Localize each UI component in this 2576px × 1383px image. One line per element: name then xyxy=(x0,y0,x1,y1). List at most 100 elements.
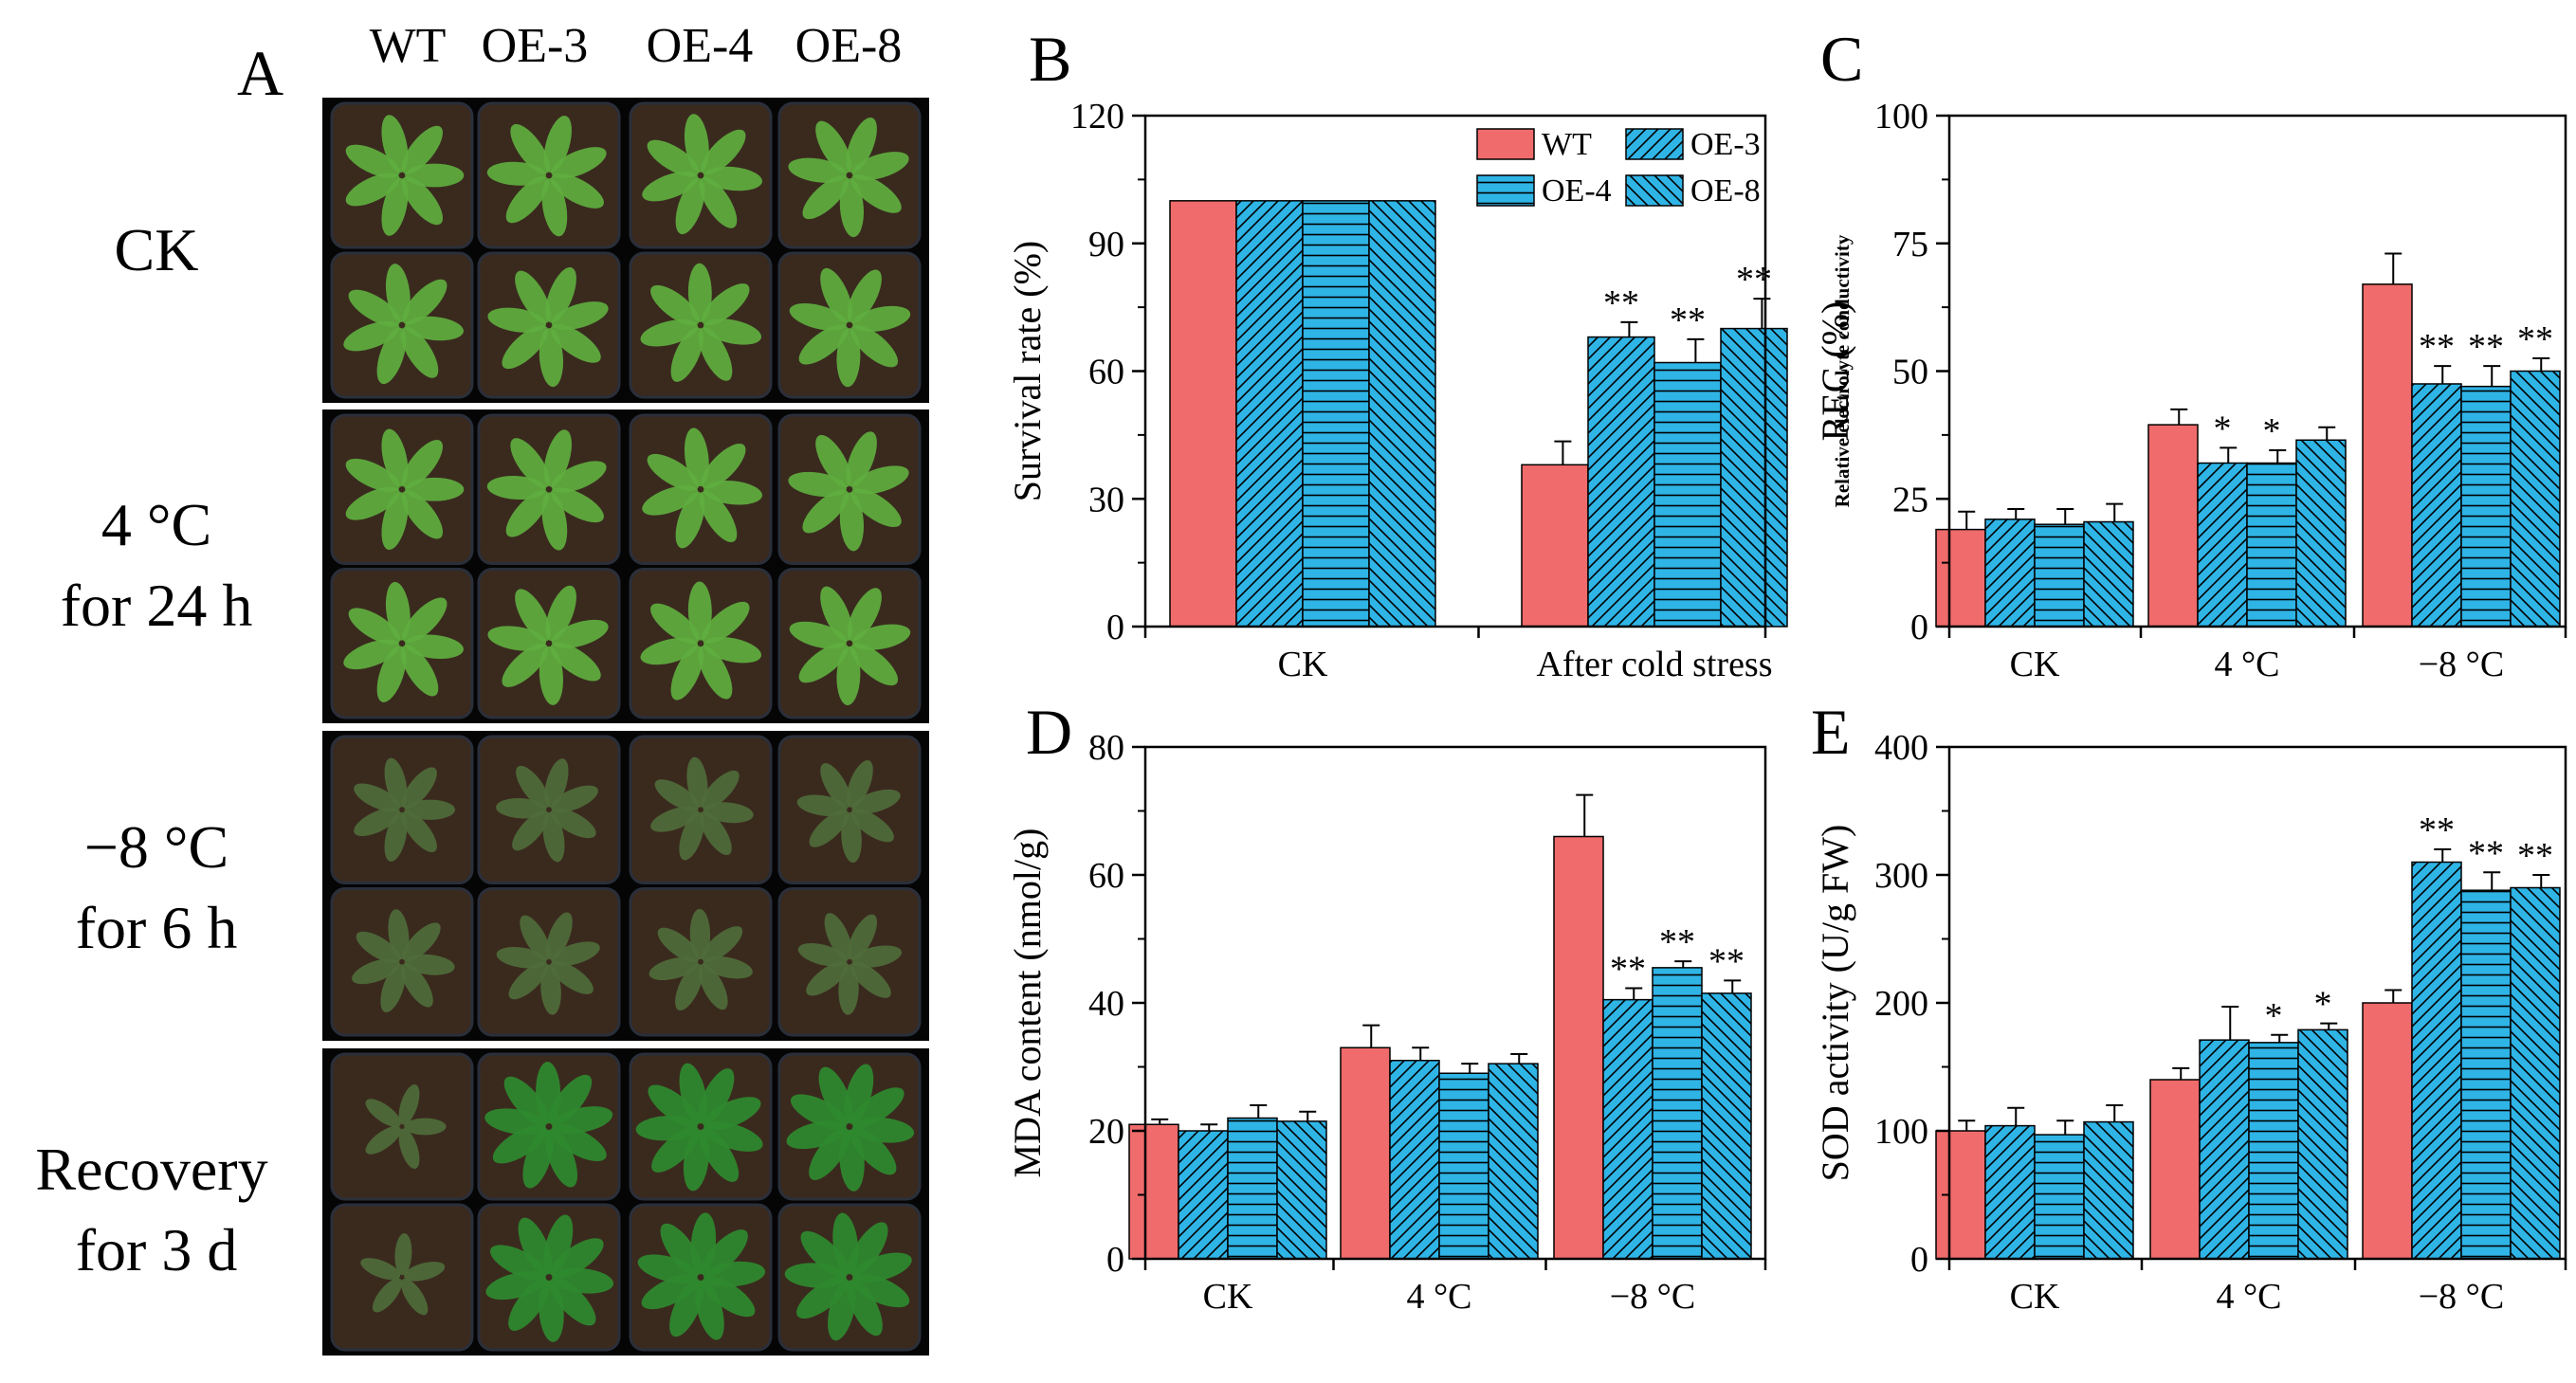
significance-label: ** xyxy=(2517,836,2553,876)
plant-leaf xyxy=(394,1232,412,1276)
plant-leaf xyxy=(698,1068,735,1125)
plant-leaf xyxy=(669,1279,704,1338)
y-tick-label: 50 xyxy=(1892,353,1928,392)
chart-panel-d: D CK 4 °C ** ** ** −8 °C 0 20 40 60 80 MDA content (… xyxy=(1006,696,1767,1317)
plant-leaf xyxy=(354,807,401,836)
bar-oe3-2 xyxy=(2411,383,2462,628)
legend-swatch-wt xyxy=(1476,128,1535,160)
plant-leaf xyxy=(518,1217,553,1275)
plant-leaf xyxy=(851,305,911,333)
plant-leaf xyxy=(549,1278,596,1326)
plant-leaf xyxy=(354,783,401,812)
plant-leaf xyxy=(809,810,850,847)
category-label: CK xyxy=(2010,1277,2060,1317)
plant-leaf xyxy=(380,964,406,1012)
plant-leaf xyxy=(650,806,699,832)
plant-leaf xyxy=(650,603,700,645)
plant-leaf xyxy=(850,173,902,213)
y-tick-label: 100 xyxy=(1874,1112,1928,1152)
plant-leaf xyxy=(699,810,732,856)
y-tick-label: 300 xyxy=(1874,856,1928,896)
panel-letter-a: A xyxy=(237,37,283,109)
plant-leaf xyxy=(699,176,738,228)
plant-leaf xyxy=(348,608,401,646)
plant-leaf xyxy=(404,954,455,975)
bar-oe3-1 xyxy=(2197,462,2248,628)
plant-leaf xyxy=(401,176,443,226)
plant-leaf xyxy=(684,114,709,173)
y-tick-label: 20 xyxy=(1088,1112,1124,1152)
plant-leaf xyxy=(548,1074,593,1126)
y-tick-label: 0 xyxy=(1106,608,1124,647)
plant-leaf xyxy=(703,1121,763,1152)
bar-oe4-1 xyxy=(1653,361,1722,628)
plant-leaf xyxy=(818,1066,853,1124)
significance-label: ** xyxy=(2419,327,2455,367)
bar-oe4-2 xyxy=(2460,385,2512,628)
plant-leaf xyxy=(398,1083,420,1125)
plant-leaf xyxy=(702,283,750,326)
plant-leaf xyxy=(400,963,433,1008)
bar-oe8-0 xyxy=(2083,520,2134,628)
plant-leaf xyxy=(703,166,762,191)
plant-leaf xyxy=(405,316,464,341)
plant-leaf xyxy=(701,1229,748,1277)
plant-leaf xyxy=(838,964,859,1015)
plant-leaf xyxy=(802,489,850,534)
bar-oe3-0 xyxy=(1984,1124,2036,1260)
bar-oe3-1 xyxy=(2199,1039,2250,1260)
panel-letter-e: E xyxy=(1811,696,1851,768)
bar-oe4-1 xyxy=(1438,1072,1489,1260)
significance-label: * xyxy=(2265,996,2283,1036)
bar-wt-2 xyxy=(1553,835,1604,1260)
plant-leaf xyxy=(836,646,861,705)
plant-leaf xyxy=(550,960,594,994)
plant-leaf xyxy=(372,1278,403,1313)
plant-leaf xyxy=(401,1278,429,1316)
plant-leaf xyxy=(686,756,708,808)
plant-leaf xyxy=(640,319,699,347)
plant-leaf xyxy=(550,1238,604,1279)
legend-swatch-oe3 xyxy=(1625,128,1684,160)
significance-label: ** xyxy=(2517,319,2553,359)
plant-leaf xyxy=(398,1128,420,1170)
plant-leaf xyxy=(360,1258,401,1281)
plant-leaf xyxy=(850,643,899,686)
row-label-4c-line2: for 24 h xyxy=(61,572,253,639)
plant-leaf xyxy=(545,585,576,642)
plant-leaf xyxy=(541,492,568,551)
plant-leaf xyxy=(651,1126,701,1173)
plant-leaf xyxy=(381,115,409,173)
y-tick-label: 90 xyxy=(1088,225,1124,264)
plant-leaf xyxy=(365,1099,401,1128)
legend-label: OE-8 xyxy=(1690,173,1761,209)
pot xyxy=(777,887,922,1037)
pot xyxy=(330,1052,474,1201)
plant-leaf xyxy=(405,634,464,660)
plant-leaf xyxy=(551,1124,607,1162)
legend-label: WT xyxy=(1542,127,1592,162)
panel-letter-c: C xyxy=(1820,23,1863,95)
plant-leaf xyxy=(345,173,400,207)
bar-oe4-1 xyxy=(2248,1042,2299,1260)
plant-leaf xyxy=(701,926,743,962)
plant-leaf xyxy=(802,175,850,220)
plant-leaf xyxy=(800,1230,850,1278)
bar-oe4-0 xyxy=(2034,1134,2085,1260)
bar-wt-2 xyxy=(2362,283,2413,628)
plant-leaf xyxy=(503,1076,549,1126)
plant-leaf xyxy=(806,961,849,996)
bar-wt-2 xyxy=(2362,1002,2413,1260)
bar-oe3-1 xyxy=(1587,336,1655,628)
plant-leaf xyxy=(820,586,853,642)
bar-wt-0 xyxy=(1935,528,1986,628)
plant-leaf xyxy=(828,1280,856,1341)
plant-leaf xyxy=(647,139,700,177)
plant-leaf xyxy=(850,961,891,998)
plant-leaf xyxy=(703,1097,761,1131)
plant-leaf xyxy=(401,440,443,489)
plant-leaf xyxy=(846,431,877,487)
plant-leaf xyxy=(847,269,882,323)
plant-leaf xyxy=(847,1279,883,1337)
plant-leaf xyxy=(551,487,604,523)
